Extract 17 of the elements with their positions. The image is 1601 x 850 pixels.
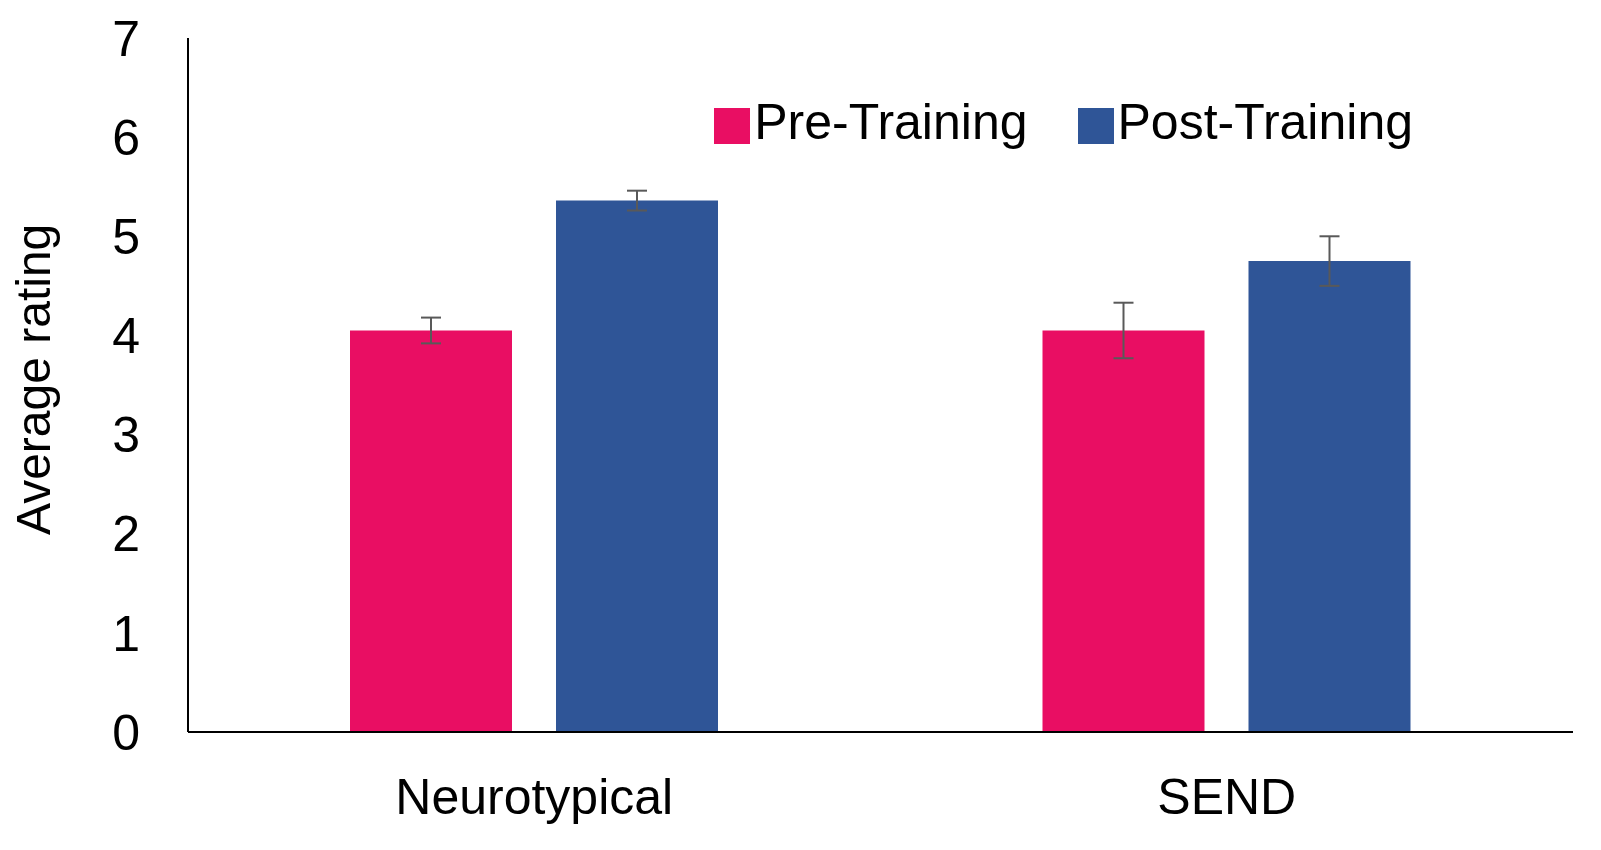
y-tick-label: 5	[112, 209, 140, 266]
legend-label: Post-Training	[1117, 94, 1413, 150]
y-tick-label: 0	[112, 704, 140, 761]
y-tick-label: 1	[112, 605, 140, 662]
bar	[556, 200, 718, 732]
legend-label: Pre-Training	[754, 94, 1028, 150]
y-tick-label: 6	[112, 109, 140, 166]
y-tick-label: 2	[112, 506, 140, 563]
y-tick-label: 7	[112, 10, 140, 67]
y-tick-label: 3	[112, 407, 140, 464]
y-tick-label: 4	[112, 308, 140, 365]
y-axis-title: Average rating	[7, 223, 61, 535]
bar	[350, 330, 512, 732]
bar	[1042, 330, 1205, 732]
x-tick-label: SEND	[1157, 768, 1297, 825]
x-tick-label: Neurotypical	[395, 768, 674, 825]
bar	[1248, 261, 1411, 732]
